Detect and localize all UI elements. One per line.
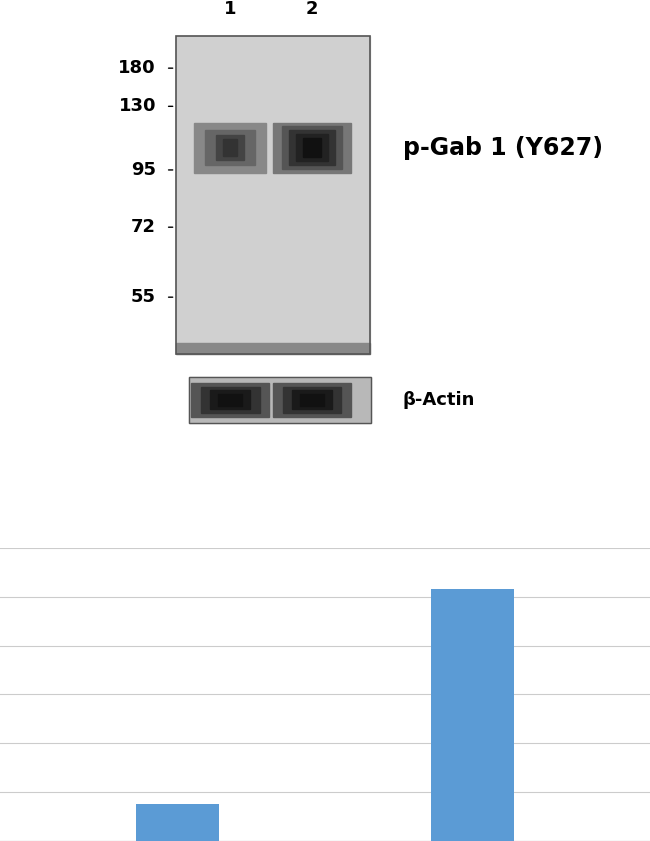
- Bar: [201, 387, 259, 413]
- Bar: [216, 135, 244, 160]
- Bar: [303, 138, 321, 157]
- Bar: [289, 130, 335, 165]
- Bar: [300, 394, 324, 406]
- Bar: [191, 383, 269, 417]
- Text: 2: 2: [306, 0, 318, 19]
- Bar: [194, 123, 266, 172]
- Bar: [176, 343, 370, 354]
- Bar: [218, 394, 242, 406]
- Bar: [136, 804, 218, 841]
- Bar: [296, 134, 328, 161]
- Text: p-Gab 1 (Y627): p-Gab 1 (Y627): [403, 135, 603, 160]
- Bar: [292, 390, 332, 410]
- Bar: [176, 36, 370, 354]
- Bar: [188, 377, 370, 422]
- Text: 72: 72: [131, 218, 156, 236]
- Text: β-Actin: β-Actin: [403, 391, 475, 409]
- Bar: [283, 387, 341, 413]
- Bar: [432, 590, 514, 841]
- Bar: [273, 383, 351, 417]
- Bar: [281, 126, 343, 169]
- Bar: [205, 130, 255, 165]
- Text: 180: 180: [118, 59, 156, 77]
- Bar: [273, 123, 351, 172]
- Text: 95: 95: [131, 161, 156, 179]
- Text: 1: 1: [224, 0, 237, 19]
- Bar: [176, 36, 370, 354]
- Bar: [223, 139, 237, 156]
- Bar: [188, 377, 370, 422]
- Text: 130: 130: [118, 98, 156, 115]
- Text: 55: 55: [131, 288, 156, 306]
- Bar: [211, 390, 250, 410]
